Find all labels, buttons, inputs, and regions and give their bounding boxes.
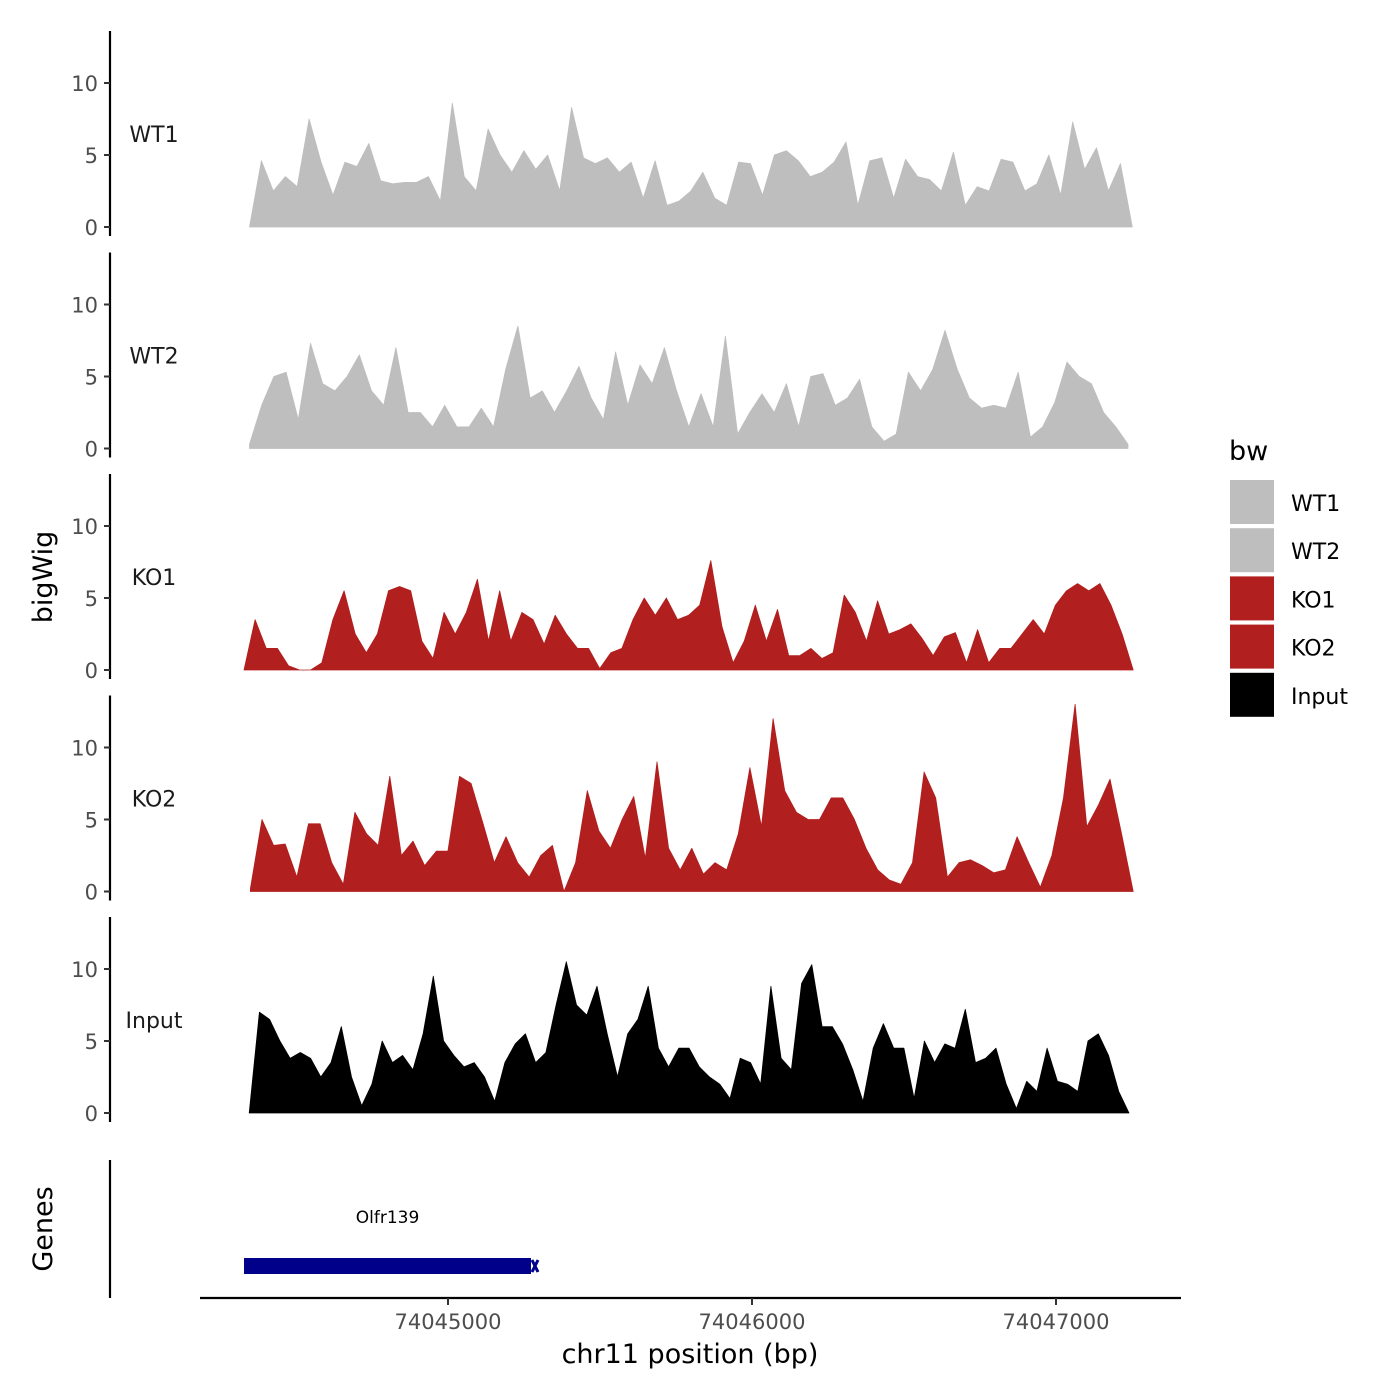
track-panel-wt2: 0 5 10 WT2 bbox=[71, 252, 1129, 462]
legend-label: WT2 bbox=[1291, 540, 1340, 565]
legend-label: KO2 bbox=[1291, 637, 1336, 662]
y-tick-label: 10 bbox=[71, 515, 98, 539]
track-label: WT1 bbox=[129, 123, 178, 148]
legend-swatch-ko2 bbox=[1230, 624, 1274, 669]
legend-label: Input bbox=[1291, 685, 1348, 710]
track-label: KO2 bbox=[132, 788, 177, 813]
y-axis-title: bigWig bbox=[28, 531, 59, 624]
y-tick-label: 5 bbox=[85, 144, 98, 168]
y-tick-label: 0 bbox=[85, 659, 98, 683]
y-tick-label: 5 bbox=[85, 366, 98, 390]
track-label: WT2 bbox=[129, 345, 178, 370]
strand-arrow-icon bbox=[244, 1258, 254, 1274]
legend-swatch-ko1 bbox=[1230, 576, 1274, 621]
track-label: KO1 bbox=[132, 566, 177, 591]
x-tick-label: 74045000 bbox=[395, 1310, 502, 1334]
gene-bar bbox=[244, 1258, 531, 1274]
y-tick-label: 0 bbox=[85, 438, 98, 462]
x-tick-label: 74047000 bbox=[1003, 1310, 1110, 1334]
legend-label: WT1 bbox=[1291, 492, 1340, 517]
y-tick-label: 10 bbox=[71, 294, 98, 318]
coverage-area-ko1 bbox=[243, 560, 1134, 671]
track-panel-input: 0 5 10 Input bbox=[71, 917, 1130, 1126]
y-tick-label: 5 bbox=[85, 809, 98, 833]
y-tick-label: 10 bbox=[71, 958, 98, 982]
x-axis-title: chr11 position (bp) bbox=[562, 1339, 819, 1370]
coverage-area-input bbox=[248, 961, 1130, 1114]
track-label: Input bbox=[126, 1009, 183, 1034]
y-tick-label: 0 bbox=[85, 881, 98, 905]
x-tick-label: 74046000 bbox=[699, 1310, 806, 1334]
gene-end-mark-icon bbox=[530, 1259, 540, 1273]
x-axis: 74045000 74046000 74047000 bbox=[200, 1296, 1181, 1334]
track-panel-ko1: 0 5 10 KO1 bbox=[71, 474, 1134, 683]
y-tick-label: 10 bbox=[71, 72, 98, 96]
y-tick-label: 0 bbox=[85, 216, 98, 240]
track-panel-ko2: 0 5 10 KO2 bbox=[71, 695, 1134, 905]
gene-track: Olfr139 bbox=[108, 1160, 540, 1298]
y-tick-label: 5 bbox=[85, 1030, 98, 1054]
coverage-area-ko2 bbox=[250, 703, 1134, 892]
legend-swatch-input bbox=[1230, 672, 1274, 717]
y-tick-label: 10 bbox=[71, 737, 98, 761]
track-panel-wt1: 0 5 10 WT1 bbox=[71, 31, 1133, 240]
y-tick-label: 0 bbox=[85, 1102, 98, 1126]
legend: bw WT1 WT2 KO1 KO2 Input bbox=[1229, 436, 1348, 717]
legend-title: bw bbox=[1229, 436, 1268, 467]
gene-label: Olfr139 bbox=[356, 1208, 420, 1228]
legend-swatch-wt2 bbox=[1230, 528, 1274, 573]
legend-label: KO1 bbox=[1291, 588, 1336, 613]
coverage-area-wt2 bbox=[249, 325, 1129, 449]
coverage-area-wt1 bbox=[249, 102, 1133, 228]
track-panels: 0 5 10 WT1 0 5 10 WT2 0 5 10 KO1 0 5 10 KO2 0 5 10 Input bbox=[71, 31, 1134, 1126]
y-tick-label: 5 bbox=[85, 587, 98, 611]
legend-swatch-wt1 bbox=[1230, 480, 1274, 524]
genes-axis-title: Genes bbox=[28, 1186, 59, 1271]
